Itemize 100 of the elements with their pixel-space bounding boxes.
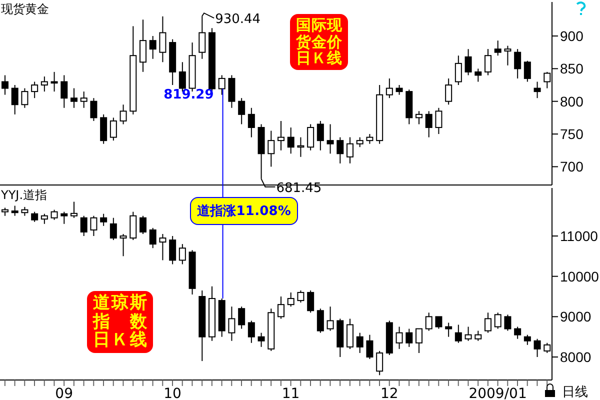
candlestick (524, 334, 531, 346)
candlestick (307, 290, 314, 314)
candlestick (100, 213, 108, 226)
text: 日线 (562, 384, 588, 400)
candlestick (474, 68, 482, 82)
candlestick (297, 136, 304, 158)
candlestick (454, 55, 462, 86)
x-tick-label: 2009/01 (468, 386, 527, 400)
candlestick (416, 110, 422, 125)
candlestick (416, 328, 422, 354)
y-tick-label: 850 (560, 60, 584, 77)
candlestick (514, 326, 522, 340)
candlestick (504, 45, 512, 66)
candlestick (287, 292, 294, 308)
candlestick (278, 120, 284, 151)
candlestick (435, 316, 442, 330)
candlestick (326, 124, 334, 154)
candlestick (356, 136, 364, 148)
candlestick (524, 60, 531, 82)
candlestick (268, 130, 275, 168)
y-tick-label: 9000 (560, 308, 592, 325)
candlestick (31, 211, 38, 222)
candlestick (258, 332, 265, 348)
candlestick (366, 334, 374, 360)
candlestick (425, 110, 432, 138)
candlestick (11, 84, 18, 115)
candlestick (218, 74, 226, 96)
candlestick (90, 98, 98, 122)
candlestick (159, 233, 166, 261)
candlestick (120, 233, 127, 257)
candlestick (140, 19, 146, 72)
candlestick (40, 76, 48, 92)
candlestick (238, 98, 246, 125)
candlestick (316, 120, 324, 151)
candlestick (484, 312, 492, 334)
candlestick (406, 328, 413, 348)
candlestick (159, 16, 166, 63)
y-tick-label: 800 (560, 93, 584, 110)
annotation: 819.29 (164, 88, 214, 103)
candlestick (534, 81, 541, 99)
candlestick (70, 88, 78, 108)
candlestick (21, 88, 28, 108)
chart-title: 现货黄金 (1, 1, 49, 18)
candlestick (445, 322, 452, 338)
candlestick (396, 326, 403, 350)
candlestick (11, 205, 18, 216)
candlestick (346, 318, 354, 350)
candlestick (278, 296, 284, 320)
candlestick (307, 124, 314, 151)
candlestick (238, 306, 246, 330)
candlestick (346, 136, 354, 164)
candlestick (484, 48, 492, 76)
candlestick (336, 136, 344, 164)
candlestick (326, 306, 334, 332)
candlestick (494, 40, 502, 56)
candlestick (178, 244, 186, 265)
candlestick (494, 312, 502, 330)
candlestick (70, 201, 78, 218)
y-tick-label: 10000 (560, 268, 600, 284)
candlestick (130, 211, 137, 241)
candlestick (140, 215, 146, 234)
candlestick (60, 211, 68, 224)
candlestick (474, 330, 482, 342)
candlestick (228, 74, 236, 108)
candlestick (2, 74, 8, 96)
candlestick (149, 35, 156, 60)
candlestick (90, 215, 98, 236)
candlestick (100, 114, 108, 144)
candlestick (464, 48, 472, 76)
candlestick (80, 215, 88, 236)
candlestick (228, 306, 236, 342)
candlestick (386, 78, 393, 99)
candlestick (297, 290, 304, 304)
annotation: 930.44 (215, 12, 261, 28)
candlestick (31, 81, 38, 99)
candlestick (316, 308, 324, 334)
candlestick (454, 324, 462, 344)
candlestick (464, 326, 472, 342)
candlestick (248, 320, 255, 344)
candlestick (396, 84, 403, 96)
candlestick (425, 312, 432, 332)
y-tick-label: 11000 (560, 228, 598, 244)
candlestick (120, 104, 127, 125)
y-tick-label: 8000 (560, 348, 592, 365)
candlestick (534, 338, 541, 358)
candlestick (356, 332, 364, 354)
text: 国际现货金价日Ｋ线 (296, 16, 342, 68)
x-tick-label: 11 (282, 386, 300, 400)
y-tick-label: 750 (560, 126, 584, 142)
candlestick (149, 227, 156, 249)
candlestick (287, 126, 294, 154)
candlestick (376, 350, 384, 376)
candlestick (110, 217, 117, 241)
x-tick-label: 10 (164, 386, 182, 400)
y-tick-label: 700 (560, 158, 584, 175)
text: 道指涨11.08% (197, 204, 291, 219)
x-tick-label: 12 (380, 386, 398, 400)
candlestick (80, 91, 88, 108)
candlestick (445, 78, 452, 106)
candlestick (50, 71, 58, 92)
